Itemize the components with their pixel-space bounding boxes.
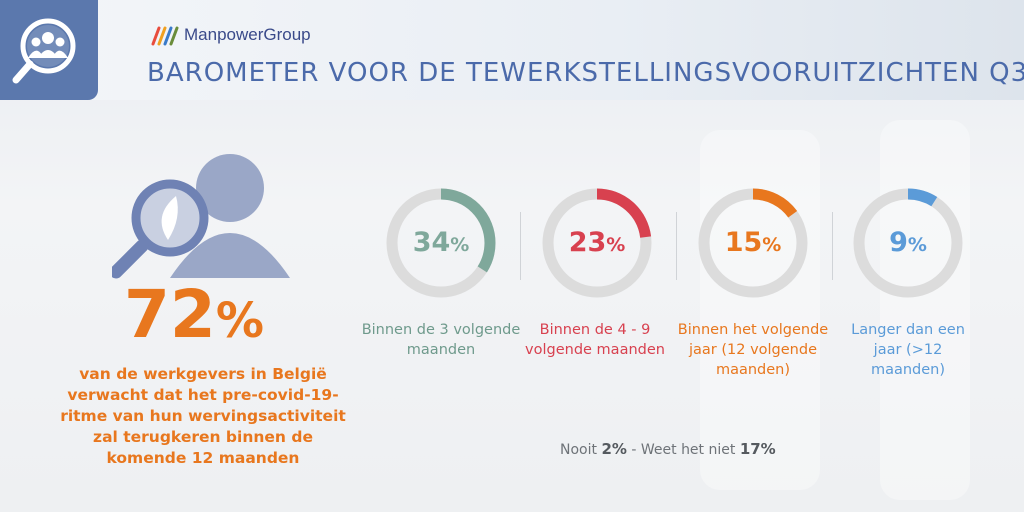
donut-chart	[698, 188, 808, 298]
divider	[520, 212, 521, 280]
headline-percentage: 72%	[124, 282, 264, 348]
divider	[832, 212, 833, 280]
stat-unit: %	[450, 234, 470, 256]
stat-value: 34%	[384, 228, 498, 260]
donut-arc	[853, 188, 963, 298]
footnote-weet-label: Weet het niet	[640, 442, 736, 458]
stat-number: 34	[412, 227, 451, 258]
brand-logo: ManpowerGroup	[150, 24, 311, 46]
donut-chart	[386, 188, 496, 298]
page-title: BAROMETER VOOR DE TEWERKSTELLINGSVOORUIT…	[147, 58, 1024, 88]
headline-value: 72	[124, 276, 216, 353]
stat-unit: %	[907, 234, 927, 256]
footnote-nooit-value: 2%	[601, 440, 627, 458]
stat-caption: Binnen het volgende jaar (12 volgende ma…	[677, 322, 829, 378]
footnote-separator: -	[631, 442, 637, 458]
icon-box	[0, 0, 98, 100]
donut-chart	[542, 188, 652, 298]
person-search-icon	[112, 154, 290, 279]
manpower-logo-icon	[151, 26, 179, 46]
stat-caption: Binnen de 3 volgende maanden	[361, 322, 521, 358]
donut-chart	[853, 188, 963, 298]
brand-name: ManpowerGroup	[184, 25, 311, 44]
stat-value: 15%	[696, 228, 810, 260]
stat-unit: %	[762, 234, 782, 256]
stat-caption: Langer dan een jaar (>12 maanden)	[851, 322, 965, 378]
footnote-weet-value: 17%	[739, 440, 776, 458]
stat-value: 23%	[540, 228, 654, 260]
stat-unit: %	[606, 234, 626, 256]
donut-arc	[542, 188, 652, 298]
divider	[676, 212, 677, 280]
donut-arc	[698, 188, 808, 298]
headline-unit: %	[215, 293, 264, 349]
stat-number: 15	[724, 227, 763, 258]
background-shape	[700, 130, 820, 490]
stat-caption: Binnen de 4 - 9 volgende maanden	[525, 322, 665, 358]
footnote: Nooit 2% - Weet het niet 17%	[560, 440, 776, 458]
stat-number: 23	[568, 227, 607, 258]
donut-arc	[386, 188, 496, 298]
header: ManpowerGroup BAROMETER VOOR DE TEWERKST…	[0, 0, 1024, 100]
stat-number: 9	[889, 227, 908, 258]
background-shape	[880, 120, 970, 500]
footnote-nooit-label: Nooit	[560, 442, 597, 458]
headline-text: van de werkgevers in België verwacht dat…	[60, 365, 346, 467]
people-search-icon	[12, 18, 76, 84]
stat-value: 9%	[851, 228, 965, 260]
